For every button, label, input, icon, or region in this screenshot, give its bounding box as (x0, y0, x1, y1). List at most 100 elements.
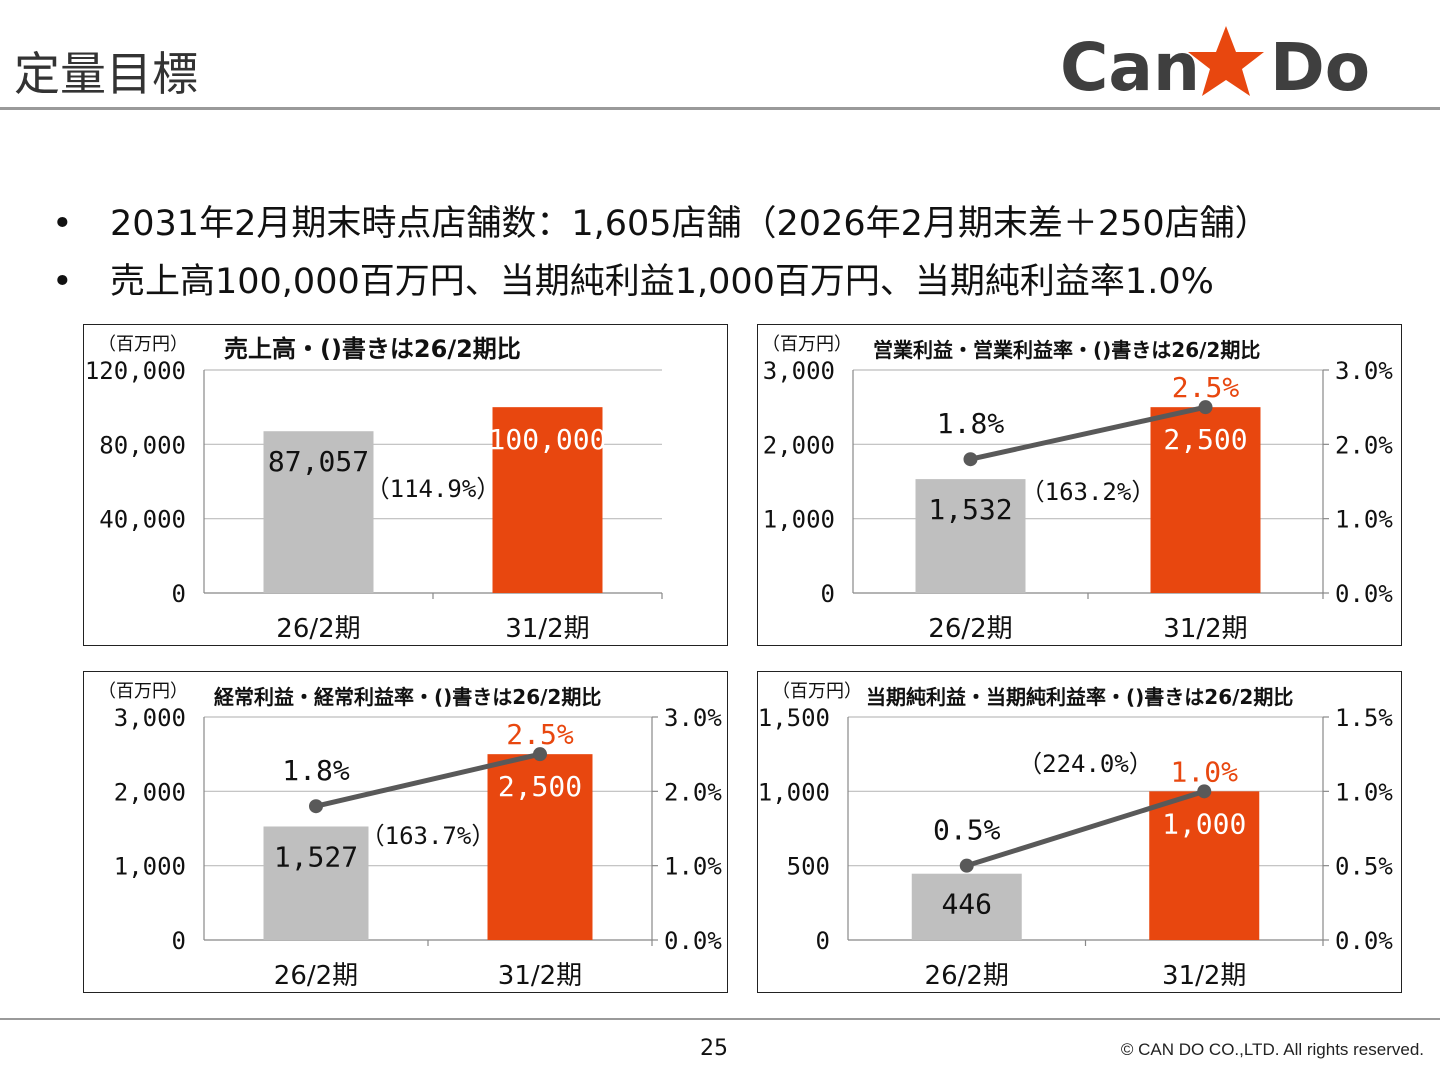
y2-tick-label: 0.0% (1335, 580, 1393, 608)
company-logo: Can Do (1060, 22, 1400, 106)
bar (263, 826, 369, 940)
rate-label: 1.0% (1171, 755, 1239, 788)
y2-tick-label: 1.0% (1335, 506, 1393, 534)
star-icon (1188, 26, 1264, 96)
y2-tick-label: 2.0% (1335, 431, 1393, 459)
title-divider (0, 107, 1440, 110)
x-tick-label: 26/2期 (276, 614, 360, 644)
y2-tick-label: 0.0% (664, 927, 722, 955)
chart-svg: （百万円） 売上高・()書きは26/2期比 0 40,000 80,000 120,000… (85, 334, 663, 644)
rate-point (963, 452, 978, 467)
rate-label: 1.8% (282, 754, 350, 787)
chart-title: 売上高・()書きは26/2期比 (224, 335, 521, 363)
y2-tick-label: 2.0% (664, 778, 722, 806)
growth-label: （114.9%） (366, 475, 501, 503)
net-profit-chart: （百万円） 当期純利益・当期純利益率・()書きは26/2期比 0 500 1,000 1,… (757, 671, 1402, 993)
y-tick-label: 3,000 (763, 357, 835, 385)
y-tick-label: 0 (172, 927, 186, 955)
rate-point (533, 747, 547, 762)
chart-title: 経常利益・経常利益率・()書きは26/2期比 (214, 685, 601, 709)
y-tick-label: 1,000 (758, 778, 830, 806)
x-tick-label: 31/2期 (498, 961, 582, 991)
chart-svg: （百万円） 経常利益・経常利益率・()書きは26/2期比 0 1,000 2,000 3,… (98, 681, 722, 991)
y2-tick-label: 0.5% (1335, 853, 1393, 881)
y-tick-label: 40,000 (99, 506, 186, 534)
y2-tick-label: 3.0% (1335, 357, 1393, 385)
y-tick-label: 500 (787, 853, 830, 881)
bullet-text: 2031年2月期末時点店舗数：1,605店舗（2026年2月期末差＋250店舗） (110, 204, 1270, 244)
rate-label: 2.5% (1172, 371, 1240, 404)
x-tick-label: 31/2期 (1163, 614, 1247, 644)
y-tick-label: 1,000 (114, 853, 186, 881)
rate-line (315, 751, 541, 809)
bar (263, 431, 374, 593)
x-tick-label: 26/2期 (274, 961, 358, 991)
bullet-text: 売上高100,000百万円、当期純利益1,000百万円、当期純利益率1.0% (110, 262, 1214, 302)
copyright-notice: © CAN DO CO.,LTD. All rights reserved. (1120, 1040, 1424, 1059)
bar (492, 407, 603, 593)
data-label: 2,500 (498, 770, 582, 803)
page-title: 定量目標 (14, 47, 198, 101)
y2-tick-label: 1.5% (1335, 704, 1393, 732)
bullet-icon: • (52, 262, 73, 302)
data-label: 1,000 (1162, 807, 1246, 840)
bar (1150, 407, 1261, 593)
y-tick-label: 0 (816, 927, 830, 955)
x-tick-label: 26/2期 (928, 614, 1012, 644)
y-tick-label: 1,000 (763, 506, 835, 534)
rate-label: 0.5% (933, 814, 1001, 847)
unit-label: （百万円） (98, 334, 188, 355)
logo-text-left: Can (1060, 29, 1200, 102)
y-tick-label: 2,000 (763, 431, 835, 459)
x-tick-label: 26/2期 (925, 961, 1009, 991)
bullet-item: • 売上高100,000百万円、当期純利益1,000百万円、当期純利益率1.0% (52, 256, 1270, 314)
sales-chart: （百万円） 売上高・()書きは26/2期比 0 40,000 80,000 120,000… (83, 324, 728, 646)
growth-label: （163.7%） (361, 822, 496, 850)
rate-point (1197, 784, 1212, 799)
y-tick-label: 0 (821, 580, 835, 608)
x-tick-label: 31/2期 (1162, 961, 1246, 991)
y-tick-label: 1,500 (758, 704, 830, 732)
unit-label: （百万円） (98, 681, 188, 702)
page-number: 25 (700, 1036, 728, 1061)
growth-label: （224.0%） (1018, 750, 1153, 778)
bar (915, 479, 1026, 593)
y-tick-label: 0 (172, 580, 186, 608)
data-label: 87,057 (268, 445, 369, 478)
logo-text-right: Do (1270, 29, 1370, 102)
rate-label: 1.8% (937, 407, 1005, 440)
rate-line (969, 404, 1207, 462)
y2-tick-label: 1.0% (1335, 778, 1393, 806)
y2-tick-label: 3.0% (664, 704, 722, 732)
unit-label: （百万円） (762, 334, 852, 355)
bar (911, 873, 1022, 940)
bullet-icon: • (52, 204, 73, 244)
footer-divider (0, 1018, 1440, 1020)
ordinary-profit-chart: （百万円） 経常利益・経常利益率・()書きは26/2期比 0 1,000 2,000 3,… (83, 671, 728, 993)
rate-point (959, 858, 974, 873)
data-label: 100,000 (488, 423, 606, 456)
chart-svg: （百万円） 当期純利益・当期純利益率・()書きは26/2期比 0 500 1,000 1,… (758, 681, 1393, 991)
bullet-item: • 2031年2月期末時点店舗数：1,605店舗（2026年2月期末差＋250店舗… (52, 198, 1270, 256)
data-label: 1,527 (274, 840, 358, 873)
rate-line (966, 788, 1205, 869)
y-tick-label: 2,000 (114, 778, 186, 806)
y-tick-label: 120,000 (85, 357, 186, 385)
y2-tick-label: 0.0% (1335, 927, 1393, 955)
chart-svg: （百万円） 営業利益・営業利益率・()書きは26/2期比 0 1,000 2,000 3,… (762, 334, 1393, 644)
y-tick-label: 3,000 (114, 704, 186, 732)
chart-title: 営業利益・営業利益率・()書きは26/2期比 (873, 338, 1260, 362)
y2-tick-label: 1.0% (664, 853, 722, 881)
data-label: 1,532 (928, 493, 1012, 526)
x-tick-label: 31/2期 (505, 614, 589, 644)
y-tick-label: 80,000 (99, 431, 186, 459)
data-label: 446 (941, 888, 992, 921)
bar (487, 754, 593, 940)
bar (1149, 791, 1260, 940)
data-label: 2,500 (1163, 423, 1247, 456)
rate-label: 2.5% (506, 718, 574, 751)
chart-title: 当期純利益・当期純利益率・()書きは26/2期比 (866, 685, 1293, 709)
operating-profit-chart: （百万円） 営業利益・営業利益率・()書きは26/2期比 0 1,000 2,000 3,… (757, 324, 1402, 646)
bullet-list: • 2031年2月期末時点店舗数：1,605店舗（2026年2月期末差＋250店舗… (52, 198, 1270, 314)
unit-label: （百万円） (772, 681, 862, 702)
